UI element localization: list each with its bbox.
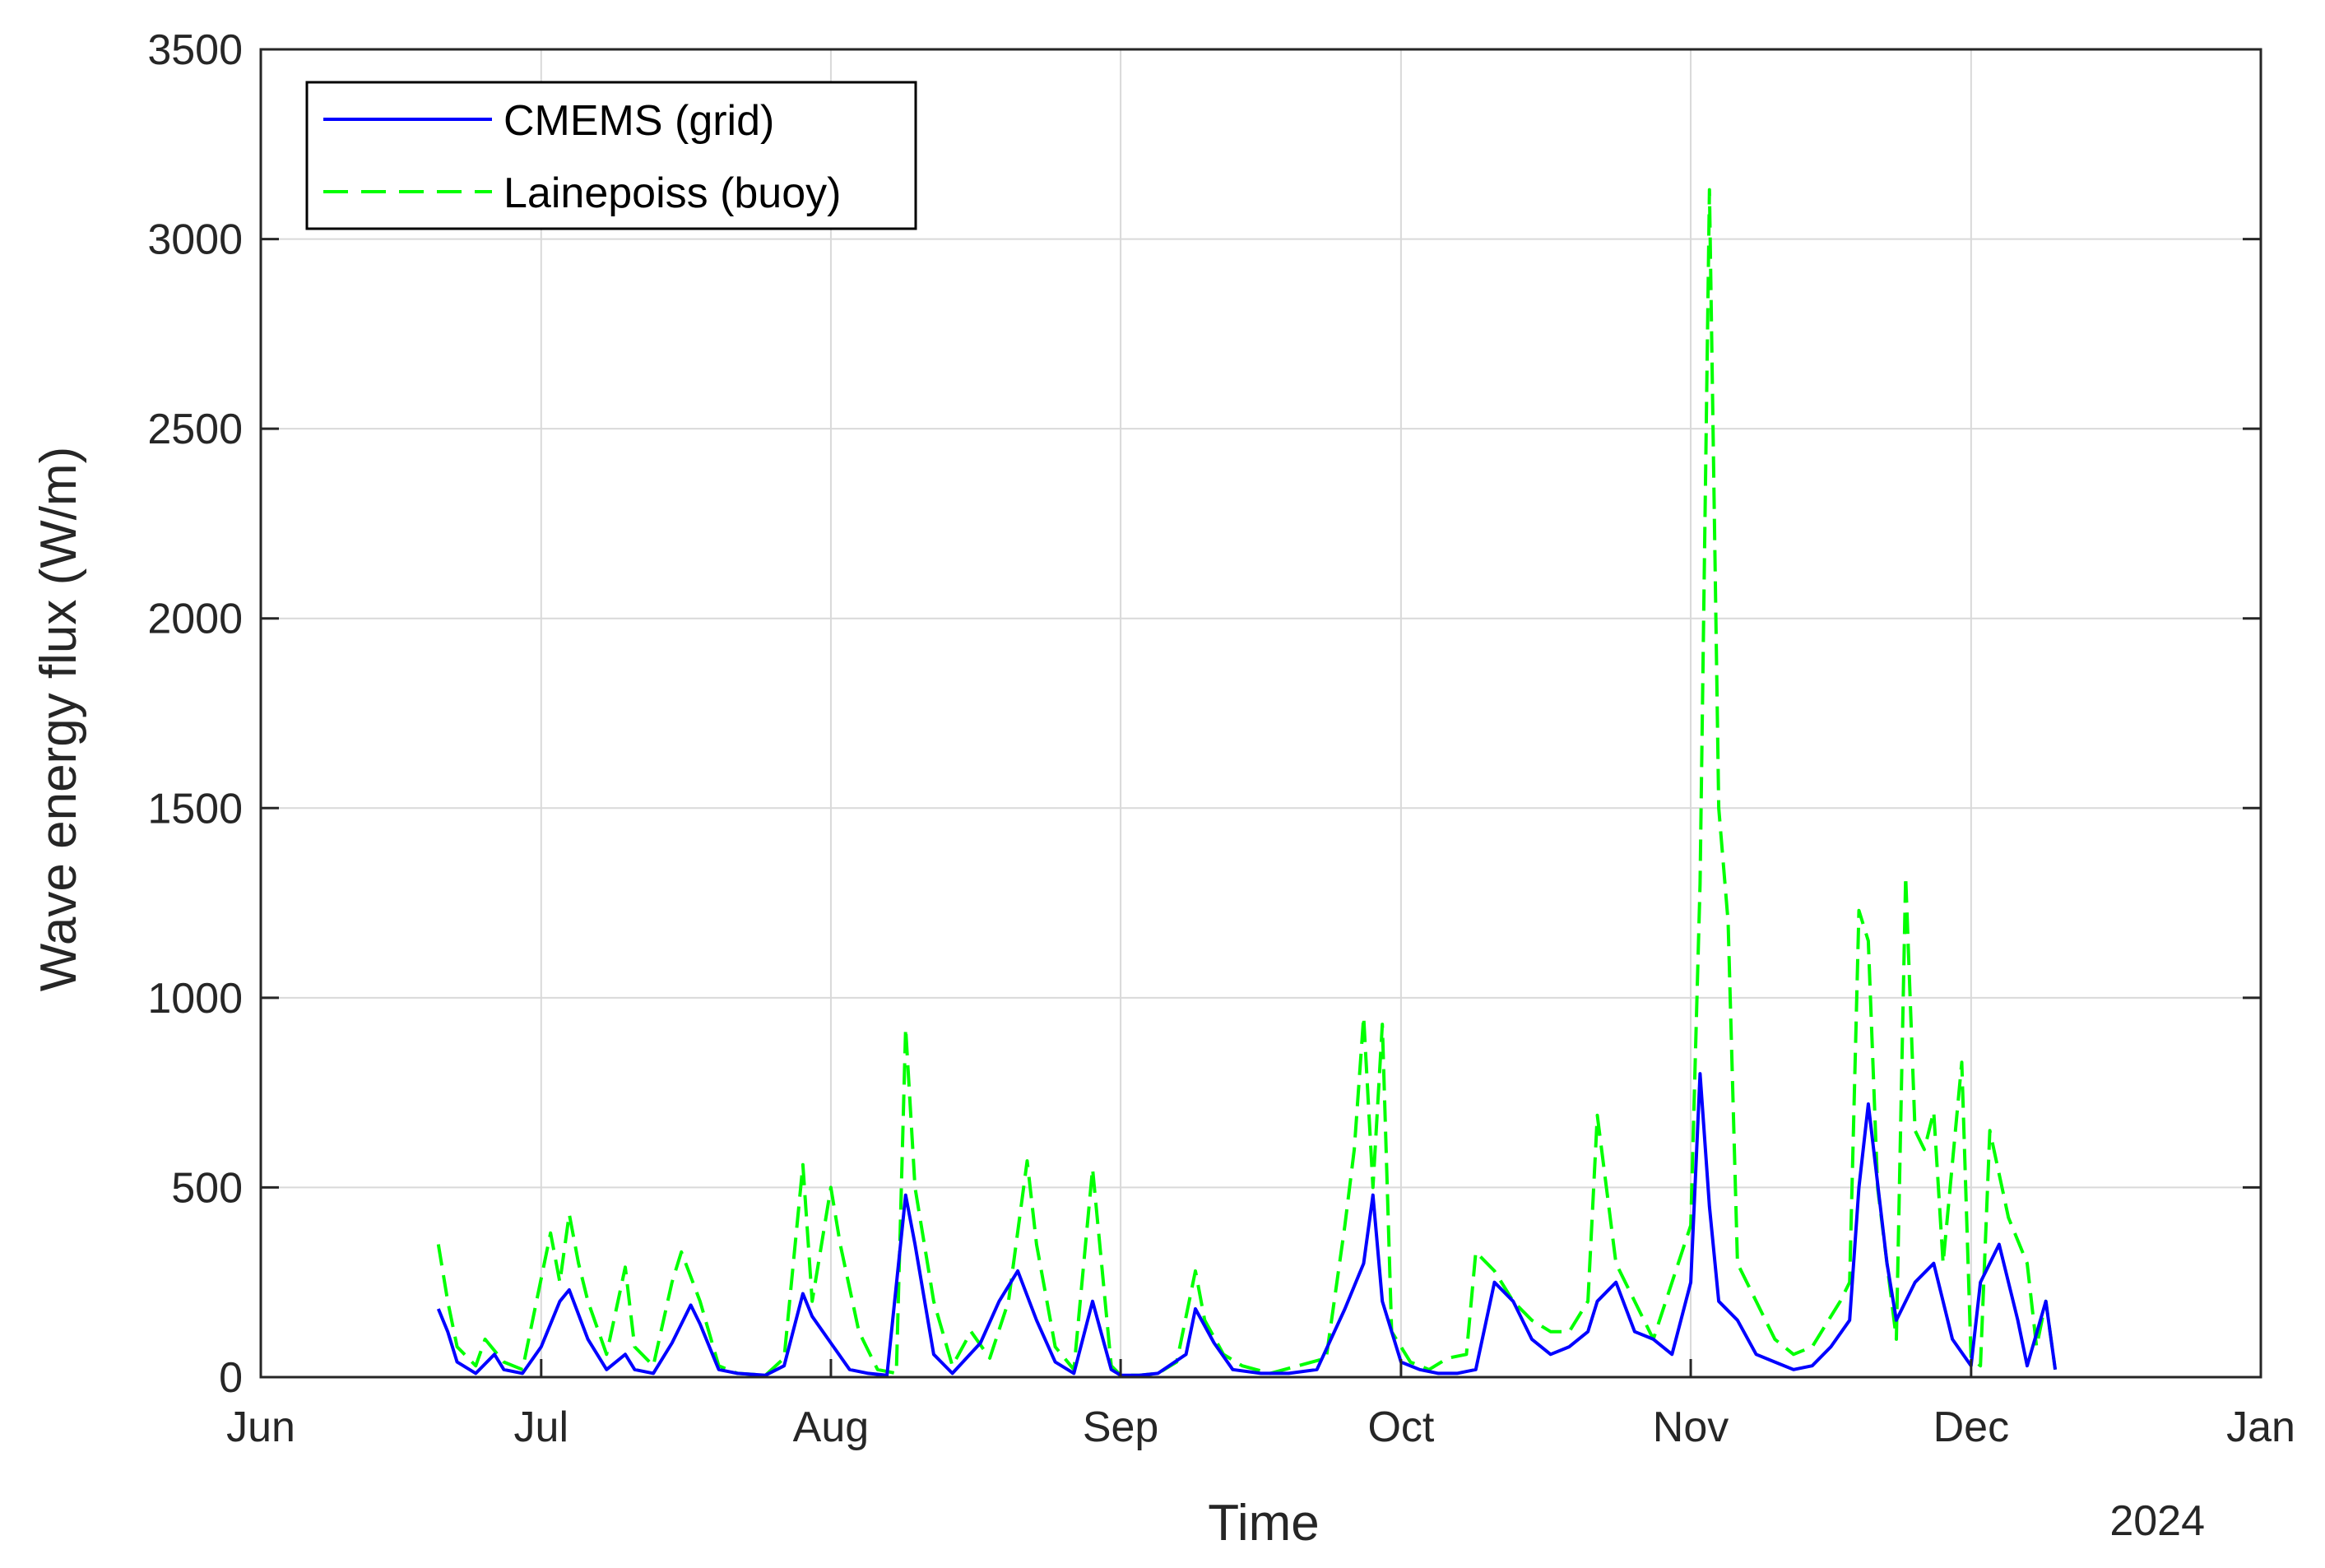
axis-ticks [259,48,2262,1379]
y-tick-label: 500 [171,1164,243,1212]
x-axis-title: Time [1208,1495,1319,1552]
legend-label-lainepoiss: Lainepoiss (buoy) [504,169,841,217]
tick-labels: Jun Jul Aug Sep Oct Nov Dec Jan 0 500 1000 1500 2000… [147,26,2295,1451]
y-tick-label: 3000 [147,216,243,264]
series-layer [436,188,2058,1377]
x-tick-label: Oct [1367,1403,1434,1451]
y-tick-label: 1500 [147,785,243,833]
x-tick-label: Dec [1933,1403,2009,1451]
y-tick-label: 0 [219,1354,243,1402]
legend: CMEMS (grid) Lainepoiss (buoy) [305,81,917,230]
x-tick-label: Aug [793,1403,870,1451]
y-tick-label: 1000 [147,975,243,1023]
legend-box [305,81,917,230]
plot-background [261,49,2261,1377]
y-tick-label: 2000 [147,596,243,643]
y-tick-label: 3500 [147,26,243,74]
y-axis-title: Wave energy flux (W/m) [30,447,87,992]
series-line-lainepoiss [436,188,2058,1377]
plot-frame [259,48,2262,1379]
legend-label-cmems: CMEMS (grid) [504,97,774,145]
x-tick-label: Jun [226,1403,295,1451]
y-tick-label: 2500 [147,406,243,453]
x-tick-label: Jan [2226,1403,2295,1451]
x-tick-label: Sep [1083,1403,1159,1451]
x-tick-label: Nov [1653,1403,1729,1451]
grid-lines [260,49,2262,1378]
x-axis-year-label: 2024 [2109,1497,2205,1545]
series-line-cmems [436,1072,2058,1377]
x-tick-label: Jul [514,1403,568,1451]
